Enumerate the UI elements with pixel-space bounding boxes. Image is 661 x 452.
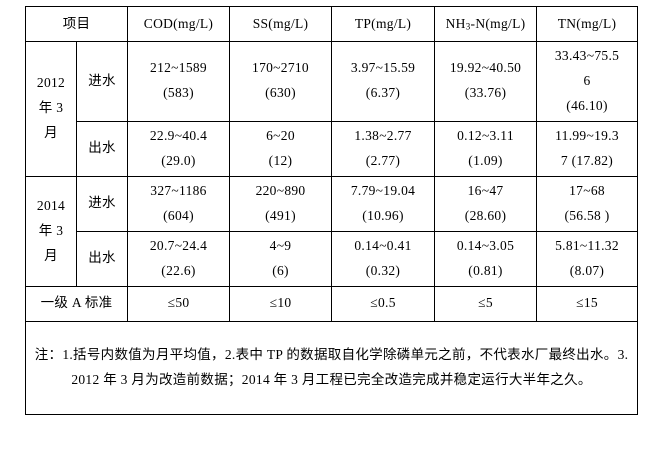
standard-row: 一级 A 标准 ≤50 ≤10 ≤0.5 ≤5 ≤15 [24,285,639,322]
value-line-1: 11.99~19.3 [555,127,619,143]
cell-cod: 22.9~40.4 (29.0) [127,120,231,177]
period-2012: 2012 年 3 月 [25,41,77,177]
header-nh3n-prefix: NH [445,15,466,31]
cell-nh3n: 0.14~3.05 (0.81) [434,230,538,287]
period-line-3: 月 [44,247,58,263]
value-average: (0.32) [365,262,401,278]
period-line-3: 月 [44,125,58,141]
value-range: 6~20 [266,127,295,143]
value-average: (10.96) [362,207,404,223]
value-range: 220~890 [255,182,306,198]
cell-nh3n: 16~47 (28.60) [434,175,538,232]
value-line-1: 33.43~75.5 [554,48,620,63]
value-range: 0.14~3.05 [456,237,515,253]
value-range: 22.9~40.4 [149,127,208,143]
value-line-2: 7 (17.82) [560,152,614,168]
value-range: 19.92~40.50 [449,60,522,76]
cell-tp: 7.79~19.04 (10.96) [331,175,436,232]
cell-cod: 20.7~24.4 (22.6) [127,230,231,287]
value-average: (22.6) [161,262,196,278]
value-line-2: 6 [583,72,591,88]
value-average: (6) [272,262,289,278]
value-average: (0.81) [468,262,503,278]
value-range: 327~1186 [150,182,207,198]
period-line-2: 年 3 [38,222,64,238]
flow-label-influent-2014: 进水 [75,175,129,232]
header-nh3n: NH3-N(mg/L) [434,6,538,42]
period-line-2: 年 3 [38,100,64,116]
cell-tn: 33.43~75.5 6 (46.10) [536,41,639,122]
cell-tn: 5.81~11.32 (8.07) [536,230,639,287]
cell-nh3n: 0.12~3.11 (1.09) [434,120,538,177]
standard-label: 一级 A 标准 [24,285,129,322]
cell-tn: 11.99~19.3 7 (17.82) [536,120,639,177]
value-average: (604) [163,207,194,223]
table-row: 2012 年 3 月 进水 212~1589 (583) 170~2710 (6… [25,41,639,177]
value-average: (491) [265,207,296,223]
value-average: (33.76) [464,85,507,101]
cell-cod: 212~1589 (583) [127,41,231,122]
value-average: (28.60) [464,207,507,223]
header-item: 项目 [24,6,129,42]
header-nh3n-subscript: 3 [465,21,471,32]
table-row: 出水 22.9~40.4 (29.0) 6~20 (12) 1.38~2.77 … [26,120,639,177]
header-tn: TN(mg/L) [536,6,639,42]
value-range: 3.97~15.59 [350,60,416,76]
cell-ss: 170~2710 (630) [229,41,333,122]
flow-label-effluent-2014: 出水 [75,230,129,287]
standard-nh3n: ≤5 [434,285,538,322]
value-average: (6.37) [365,85,401,101]
table-row: 出水 20.7~24.4 (22.6) 4~9 (6) 0.14~0.41 (0… [26,230,639,287]
value-line-2: (56.58 ) [564,207,610,223]
value-range: 212~1589 [150,60,207,76]
standard-cod: ≤50 [127,285,231,322]
value-line-1: 17~68 [569,182,605,198]
standard-tp: ≤0.5 [331,285,436,322]
flow-label-effluent-2012: 出水 [75,120,129,177]
cell-ss: 4~9 (6) [229,230,333,287]
period-line-1: 2014 [36,197,66,213]
period-line-1: 2012 [36,75,66,91]
value-range: 0.14~0.41 [354,237,412,253]
cell-tp: 1.38~2.77 (2.77) [331,120,436,177]
header-ss: SS(mg/L) [229,6,333,42]
value-average: (583) [163,85,194,101]
value-range: 16~47 [467,182,504,198]
value-line-2: (8.07) [569,262,605,278]
cell-ss: 220~890 (491) [229,175,333,232]
header-tp: TP(mg/L) [331,6,436,42]
standard-tn: ≤15 [536,285,639,322]
value-line-3: (46.10) [566,97,608,113]
value-line-1: 5.81~11.32 [555,237,619,253]
header-nh3n-suffix: -N(mg/L) [470,15,526,31]
value-range: 4~9 [269,237,292,253]
value-average: (630) [265,85,296,101]
value-average: (2.77) [365,152,401,168]
cell-tp: 3.97~15.59 (6.37) [331,41,436,122]
value-range: 170~2710 [252,60,309,76]
table-footnote: 注：1.括号内数值为月平均值，2.表中 TP 的数据取自化学除磷单元之前，不代表… [24,320,639,415]
cell-ss: 6~20 (12) [229,120,333,177]
note-row: 注：1.括号内数值为月平均值，2.表中 TP 的数据取自化学除磷单元之前，不代表… [24,320,639,415]
table-header-row: 项目 COD(mg/L) SS(mg/L) TP(mg/L) NH3-N(mg/… [24,6,639,42]
water-quality-table: 项目 COD(mg/L) SS(mg/L) TP(mg/L) NH3-N(mg/… [24,6,639,415]
cell-tp: 0.14~0.41 (0.32) [331,230,436,287]
value-range: 0.12~3.11 [457,127,514,143]
flow-label-influent-2012: 进水 [75,41,129,122]
value-average: (29.0) [161,152,196,168]
value-average: (12) [268,152,293,168]
value-range: 7.79~19.04 [350,182,416,198]
table-row: 2014 年 3 月 进水 327~1186 (604) 220~890 (49… [25,175,639,287]
cell-nh3n: 19.92~40.50 (33.76) [434,41,538,122]
cell-cod: 327~1186 (604) [127,175,231,232]
period-2014: 2014 年 3 月 [25,175,77,287]
value-range: 1.38~2.77 [354,127,412,143]
cell-tn: 17~68 (56.58 ) [536,175,639,232]
header-cod: COD(mg/L) [127,6,231,42]
value-range: 20.7~24.4 [149,237,208,253]
value-average: (1.09) [468,152,503,168]
standard-ss: ≤10 [229,285,333,322]
